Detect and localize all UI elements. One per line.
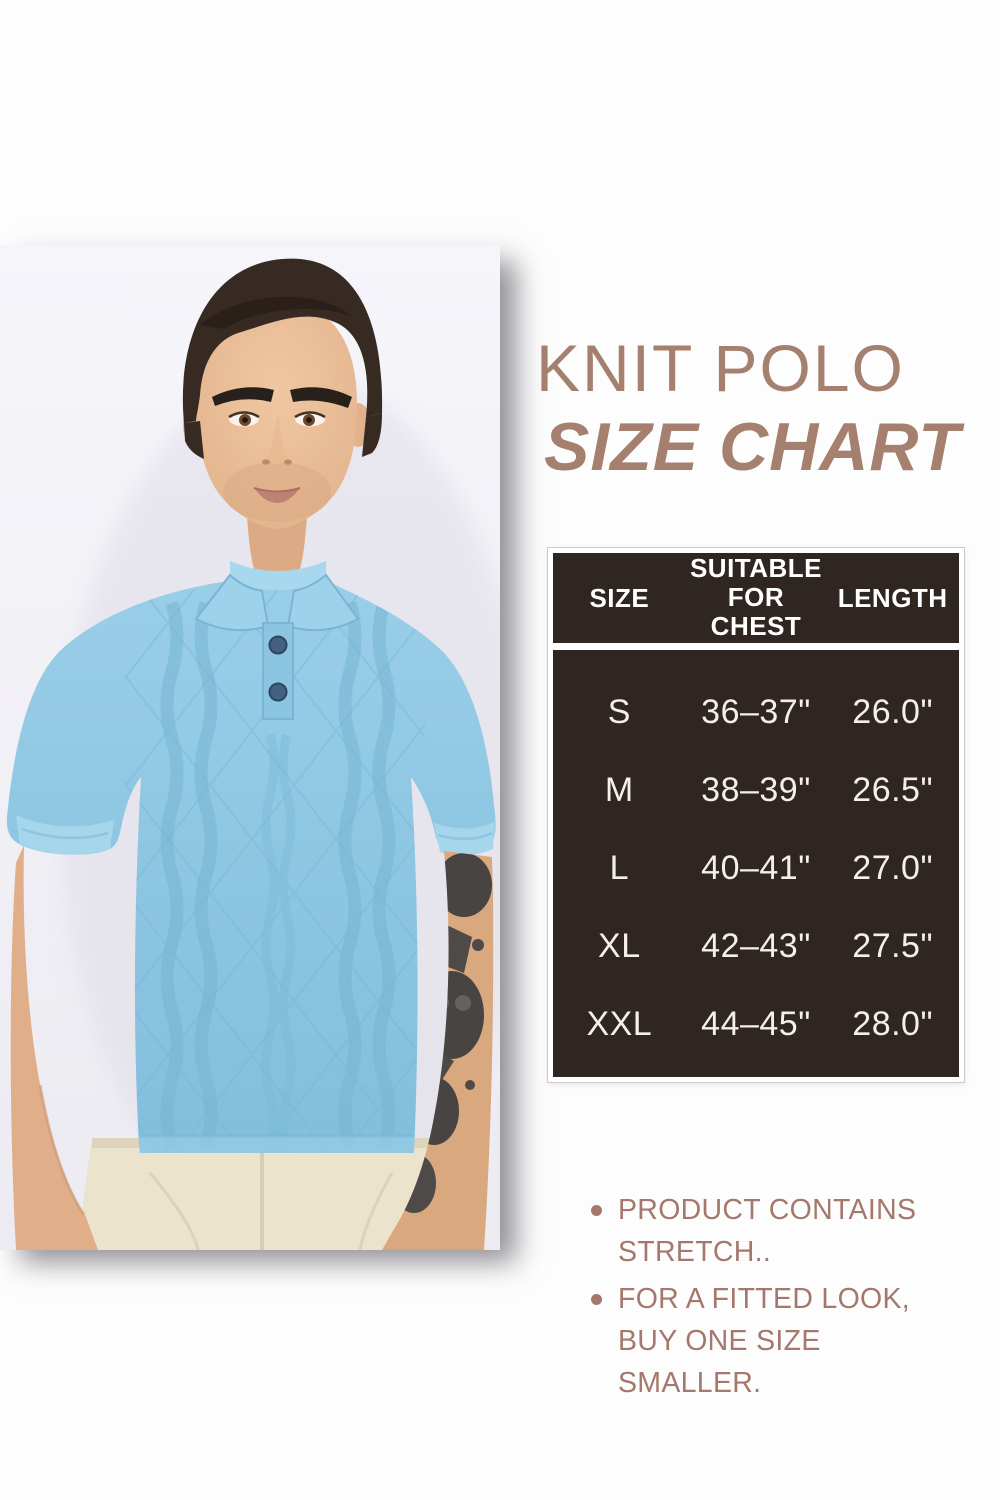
face bbox=[197, 300, 357, 529]
product-notes: PRODUCT CONTAINS STRETCH.. FOR A FITTED L… bbox=[578, 1190, 950, 1409]
title-product-name: KNIT POLO bbox=[536, 331, 905, 405]
header-length: LENGTH bbox=[837, 582, 948, 613]
sleeve-cuffs bbox=[16, 815, 495, 856]
cell-length: 27.0" bbox=[852, 848, 934, 887]
eyebrow bbox=[212, 387, 274, 406]
notes-list: PRODUCT CONTAINS STRETCH.. FOR A FITTED L… bbox=[578, 1190, 950, 1404]
page-title: KNIT POLO SIZE CHART bbox=[536, 331, 976, 486]
cell-chest: 44–45" bbox=[701, 1004, 811, 1043]
eyes bbox=[228, 411, 326, 427]
cell-chest: 36–37" bbox=[701, 692, 811, 731]
size-table-body: S 36–37" 26.0" M 38–39" 26.5" L 40–41" 27.0" XL 42… bbox=[553, 650, 959, 1077]
cell-size: M bbox=[604, 770, 634, 809]
head bbox=[182, 258, 383, 529]
left-arm bbox=[10, 845, 99, 1250]
table-row: XXL 44–45" 28.0" bbox=[553, 985, 959, 1063]
table-row: S 36–37" 26.0" bbox=[553, 673, 959, 751]
button bbox=[268, 682, 288, 702]
model-photo-illustration bbox=[0, 245, 500, 1250]
cell-chest: 42–43" bbox=[701, 926, 811, 965]
cell-length: 26.5" bbox=[852, 770, 934, 809]
cell-length: 27.5" bbox=[852, 926, 934, 965]
mouth bbox=[253, 487, 301, 503]
cell-size: XL bbox=[598, 926, 641, 965]
button bbox=[268, 635, 288, 655]
note-item: FOR A FITTED LOOK, BUY ONE SIZE SMALLER. bbox=[578, 1279, 950, 1405]
cell-size: L bbox=[609, 848, 630, 887]
cell-size: XXL bbox=[586, 1004, 653, 1043]
size-chart-table: SIZE SUITABLE FOR CHEST LENGTH S 36–37" 26… bbox=[547, 547, 965, 1083]
pants bbox=[76, 1138, 440, 1250]
table-row: XL 42–43" 27.5" bbox=[553, 907, 959, 985]
size-table-header: SIZE SUITABLE FOR CHEST LENGTH bbox=[553, 553, 959, 643]
table-row: M 38–39" 26.5" bbox=[553, 751, 959, 829]
eyebrow bbox=[290, 387, 352, 408]
nose bbox=[262, 417, 292, 465]
header-size: SIZE bbox=[589, 582, 650, 613]
note-item: PRODUCT CONTAINS STRETCH.. bbox=[578, 1190, 950, 1274]
cell-chest: 40–41" bbox=[701, 848, 811, 887]
hair bbox=[182, 258, 383, 423]
title-size-chart: SIZE CHART bbox=[544, 409, 961, 486]
cell-length: 26.0" bbox=[852, 692, 934, 731]
cell-length: 28.0" bbox=[852, 1004, 934, 1043]
knit-texture bbox=[125, 590, 425, 1153]
polo-collar bbox=[194, 561, 360, 720]
product-photo bbox=[0, 245, 500, 1250]
cell-chest: 38–39" bbox=[701, 770, 811, 809]
cell-size: S bbox=[607, 692, 631, 731]
table-row: L 40–41" 27.0" bbox=[553, 829, 959, 907]
header-chest: SUITABLE FOR CHEST bbox=[689, 552, 823, 642]
